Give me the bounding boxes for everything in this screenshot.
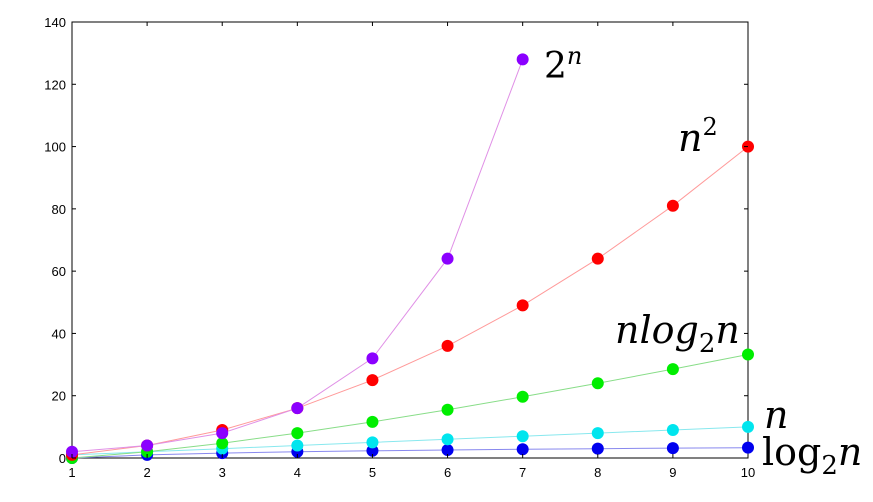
x-tick-label: 3: [219, 465, 226, 480]
data-point-nlog2n: [591, 377, 604, 390]
data-point-2^n: [291, 402, 304, 415]
data-point-2^n: [516, 53, 529, 66]
data-point-n: [666, 423, 679, 436]
data-point-2^n: [216, 427, 229, 440]
data-point-nlog2n: [666, 363, 679, 376]
x-tick-label: 6: [444, 465, 451, 480]
y-tick-label: 60: [52, 264, 66, 279]
data-point-nlog2n: [366, 415, 379, 428]
data-point-log2n: [516, 443, 529, 456]
data-point-2^n: [441, 252, 454, 265]
data-point-n: [591, 427, 604, 440]
y-tick-label: 80: [52, 202, 66, 217]
x-tick-label: 10: [741, 465, 755, 480]
data-point-2^n: [66, 445, 78, 458]
series-line-nlog2n: [71, 354, 749, 459]
x-axis: 1 2 3 4 5 6 7 8 9 10: [68, 22, 755, 480]
data-point-nlog2n: [216, 437, 229, 450]
data-point-nlog2n: [441, 403, 454, 416]
label-n: n: [764, 393, 788, 437]
y-tick-label: 100: [44, 140, 66, 155]
data-point-nlog2n: [742, 348, 754, 361]
x-tick-label: 5: [369, 465, 376, 480]
data-point-n: [516, 430, 529, 443]
y-tick-label: 40: [52, 326, 66, 341]
series-line-log2n: [71, 447, 749, 459]
data-point-2^n: [366, 352, 379, 365]
plot-area: [71, 21, 749, 459]
data-point-n^2: [441, 339, 454, 352]
data-point-n^2: [366, 374, 379, 387]
data-point-nlog2n: [291, 427, 304, 440]
label-nlog2n: nlog2n: [615, 308, 740, 359]
data-point-log2n: [666, 442, 679, 455]
y-axis: 0 20 40 60 80 100 120 140: [44, 15, 748, 466]
label-log2n: log2n: [762, 430, 862, 481]
y-tick-label: 140: [44, 15, 66, 30]
y-tick-label: 20: [52, 389, 66, 404]
series-line-n^2: [71, 146, 749, 456]
x-tick-label: 2: [143, 465, 150, 480]
x-tick-label: 1: [68, 465, 75, 480]
data-point-n: [441, 433, 454, 446]
data-point-log2n: [591, 442, 604, 455]
data-point-n^2: [666, 199, 679, 212]
data-point-log2n: [366, 444, 379, 457]
series-line-n: [71, 426, 749, 456]
data-point-n: [291, 439, 304, 452]
label-n2: n2: [678, 113, 718, 160]
x-tick-label: 7: [519, 465, 526, 480]
label-2n: 2n: [544, 42, 582, 87]
data-point-n: [366, 436, 379, 449]
data-point-nlog2n: [516, 390, 529, 403]
data-point-n^2: [516, 299, 529, 312]
data-point-log2n: [441, 443, 454, 456]
data-point-n: [742, 420, 754, 433]
x-tick-label: 4: [294, 465, 301, 480]
data-point-log2n: [742, 441, 754, 454]
x-tick-label: 8: [594, 465, 601, 480]
y-tick-label: 120: [44, 77, 66, 92]
data-point-2^n: [141, 439, 154, 452]
x-tick-label: 9: [669, 465, 676, 480]
data-point-n^2: [591, 252, 604, 265]
y-tick-label: 0: [59, 451, 66, 466]
